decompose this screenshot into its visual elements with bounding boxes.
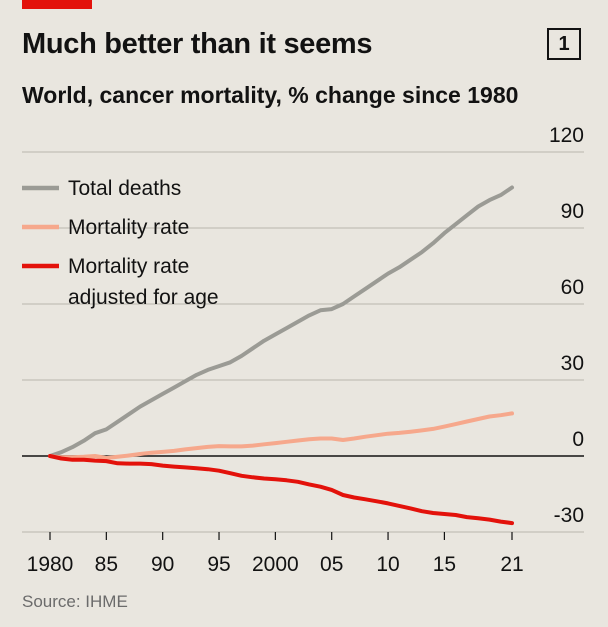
chart-number-badge: 1 (547, 28, 581, 60)
y-tick-label: 30 (561, 352, 584, 375)
x-tick-label: 95 (207, 553, 230, 576)
x-tick-label: 10 (376, 553, 399, 576)
series-line-age-adjusted (48, 454, 514, 526)
chart-title: Much better than it seems (22, 28, 373, 60)
legend-item-mortality-rate: Mortality rate (22, 216, 189, 239)
y-tick-label: -30 (554, 504, 584, 527)
x-tick-label: 05 (320, 553, 343, 576)
legend-label: adjusted for age (68, 286, 219, 309)
x-tick-label: 1980 (27, 553, 74, 576)
chart-subtitle: World, cancer mortality, % change since … (22, 82, 519, 108)
x-tick-labels: 1980 85 90 95 2000 05 10 15 21 (27, 532, 524, 576)
legend-label: Mortality rate (68, 255, 189, 278)
y-tick-label: 120 (549, 124, 584, 147)
y-tick-label: 0 (572, 428, 584, 451)
y-tick-label: 60 (561, 276, 584, 299)
legend-item-age-adjusted: Mortality rate adjusted for age (22, 255, 219, 309)
x-tick-label: 21 (500, 553, 523, 576)
accent-bar (22, 0, 92, 9)
legend-label: Mortality rate (68, 216, 189, 239)
series-lines (48, 185, 514, 526)
y-tick-labels: 120 90 60 30 0 -30 (549, 124, 584, 527)
series-line-total-deaths (48, 185, 514, 458)
legend-item-total-deaths: Total deaths (22, 177, 181, 200)
legend-label: Total deaths (68, 177, 181, 200)
source-note: Source: IHME (22, 592, 128, 611)
gridlines (22, 151, 584, 533)
x-tick-label: 2000 (252, 553, 299, 576)
y-tick-label: 90 (561, 200, 584, 223)
x-tick-label: 90 (151, 553, 174, 576)
series-line-mortality-rate (48, 411, 514, 460)
x-tick-label: 15 (433, 553, 456, 576)
x-tick-label: 85 (95, 553, 118, 576)
